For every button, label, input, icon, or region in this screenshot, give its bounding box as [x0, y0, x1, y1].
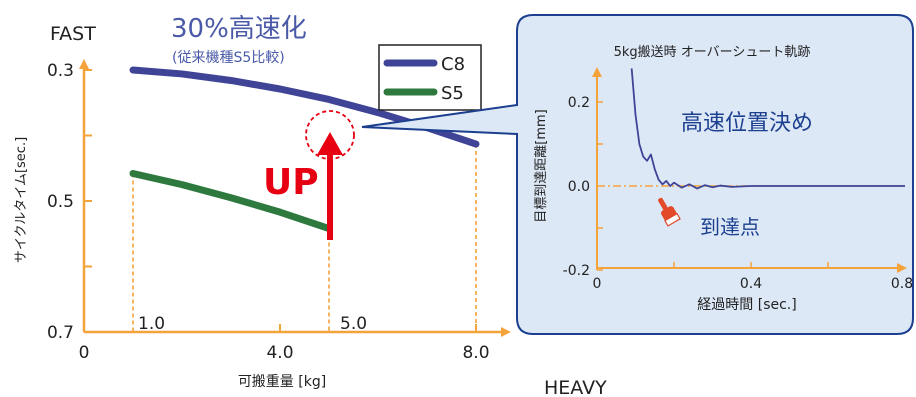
guide-label-1: 1.0 [138, 314, 165, 334]
guide-lines [132, 144, 477, 332]
heavy-label: HEAVY [544, 377, 607, 397]
legend: C8 S5 [378, 44, 482, 111]
fast-label: FAST [50, 23, 96, 45]
x-tick-label: 4.0 [266, 343, 293, 363]
inset-x-axis-title: 経過時間 [sec.] [697, 297, 796, 313]
up-indicator: UP [263, 110, 355, 240]
inset-ticks: 0.2 0.0 -0.20 0.4 0.8 [563, 95, 913, 292]
inset-chart: 5kg搬送時 オーバーシュート軌跡 0.2 0.0 -0.20 0.4 0.8 経過時間… [534, 44, 913, 313]
y-axis-title: サイクルタイム[sec.] [14, 137, 29, 263]
y-ticks: 0.3 0.5 0.7 [47, 61, 92, 343]
x-ticks: 0 4.0 8.0 [79, 324, 490, 363]
x-tick-label: 8.0 [462, 343, 489, 363]
inset-x-tick-label: 0 [593, 276, 602, 292]
annotation-arrival-point: 到達点 [700, 215, 760, 239]
overshoot-trajectory [630, 68, 905, 190]
legend-label-s5: S5 [441, 83, 464, 104]
up-arrow-head [317, 132, 343, 155]
inset-x-tick-label: 0.8 [891, 276, 913, 292]
callout [361, 14, 914, 335]
y-tick-label: 0.5 [47, 192, 74, 212]
x-tick-label: 0 [79, 343, 90, 363]
inset-y-tick-label: 0.2 [568, 95, 590, 111]
inset-y-tick-label: 0.0 [568, 179, 590, 195]
guide-label-5: 5.0 [340, 314, 367, 334]
inset-y-axis-title: 目標到達距離[mm] [534, 109, 549, 222]
subheadline: (従来機種S5比較) [172, 50, 285, 66]
series-line-s5 [129, 169, 333, 233]
inset-series [630, 68, 905, 190]
inset-y-tick-label: -0.2 [563, 263, 590, 279]
annotation-fast-positioning: 高速位置決め [681, 111, 813, 136]
x-axis-title: 可搬重量 [kg] [238, 374, 326, 390]
callout-background [361, 14, 914, 335]
hand-pointer-icon [658, 197, 681, 227]
y-tick-label: 0.7 [47, 323, 74, 343]
legend-box [378, 44, 482, 111]
inset-title: 5kg搬送時 オーバーシュート軌跡 [614, 44, 811, 60]
y-tick-label: 0.3 [47, 61, 74, 81]
up-label: UP [263, 162, 319, 203]
headline: 30%高速化 [171, 14, 307, 44]
inset-x-tick-label: 0.4 [740, 276, 762, 292]
legend-label-c8: C8 [441, 54, 465, 75]
